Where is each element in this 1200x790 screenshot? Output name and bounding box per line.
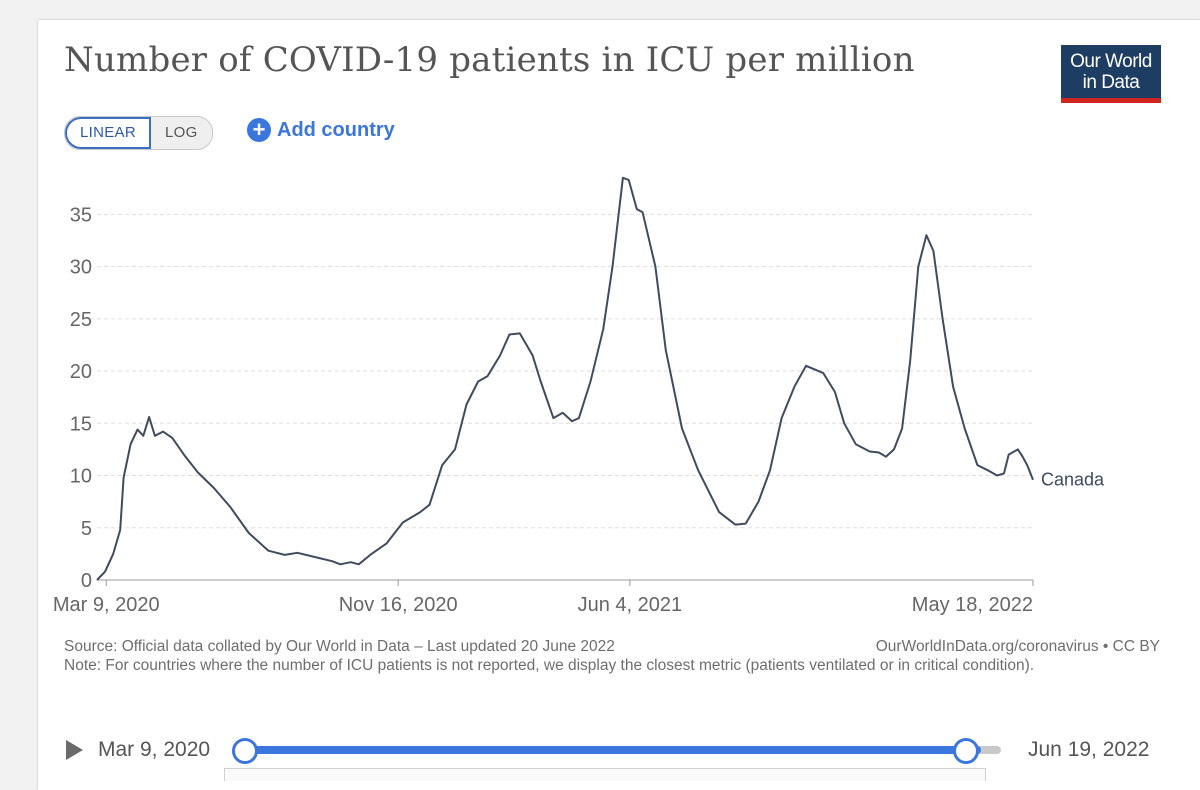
y-tick-label: 5 (81, 518, 92, 540)
tab-bar-edge (224, 768, 986, 781)
timeline-range-fill (245, 746, 981, 754)
note-text: Note: For countries where the number of … (64, 657, 1035, 674)
chart-title: Number of COVID-19 patients in ICU per m… (64, 40, 915, 80)
y-tick-label: 10 (70, 466, 92, 488)
timeline-track[interactable] (245, 746, 1001, 754)
linear-scale-button[interactable]: LINEAR (65, 117, 151, 149)
x-tick-label: Nov 16, 2020 (339, 594, 458, 616)
x-tick-label: Mar 9, 2020 (53, 594, 160, 616)
plus-icon: + (247, 118, 271, 142)
chart-card (38, 20, 1200, 790)
source-text: Source: Official data collated by Our Wo… (64, 638, 615, 655)
y-tick-label: 35 (70, 204, 92, 226)
chart-footer: Source: Official data collated by Our Wo… (64, 638, 1160, 675)
timeline-start-label: Mar 9, 2020 (98, 738, 211, 761)
timeline-end-handle[interactable] (953, 738, 979, 764)
timeline-slider: Mar 9, 2020 Jun 19, 2022 (64, 730, 1164, 770)
x-tick-label: May 18, 2022 (912, 594, 1033, 616)
y-tick-label: 15 (70, 413, 92, 435)
add-country-label: Add country (277, 118, 395, 141)
scale-toggle: LINEAR LOG (64, 116, 213, 150)
logo-line-2: in Data (1082, 72, 1140, 93)
y-tick-label: 20 (70, 361, 92, 383)
log-scale-button[interactable]: LOG (165, 124, 198, 141)
timeline-end-label: Jun 19, 2022 (1028, 738, 1150, 761)
y-tick-label: 25 (70, 309, 92, 331)
x-tick-label: Jun 4, 2021 (578, 594, 683, 616)
play-icon[interactable] (66, 740, 83, 760)
timeline-start-handle[interactable] (232, 738, 258, 764)
series-end-label: Canada (1041, 470, 1105, 490)
owid-logo[interactable]: Our World in Data (1061, 45, 1161, 103)
add-country-button[interactable]: + Add country (247, 118, 395, 142)
logo-line-1: Our World (1070, 51, 1152, 72)
y-tick-label: 30 (70, 257, 92, 279)
series-line-canada (96, 176, 1034, 581)
line-chart: 0 5 10 15 20 25 30 35 Mar 9, 2020 Nov 16, 2020 Jun… (53, 176, 1105, 616)
license-link[interactable]: OurWorldInData.org/coronavirus • CC BY (875, 638, 1160, 655)
y-tick-label: 0 (81, 570, 92, 592)
